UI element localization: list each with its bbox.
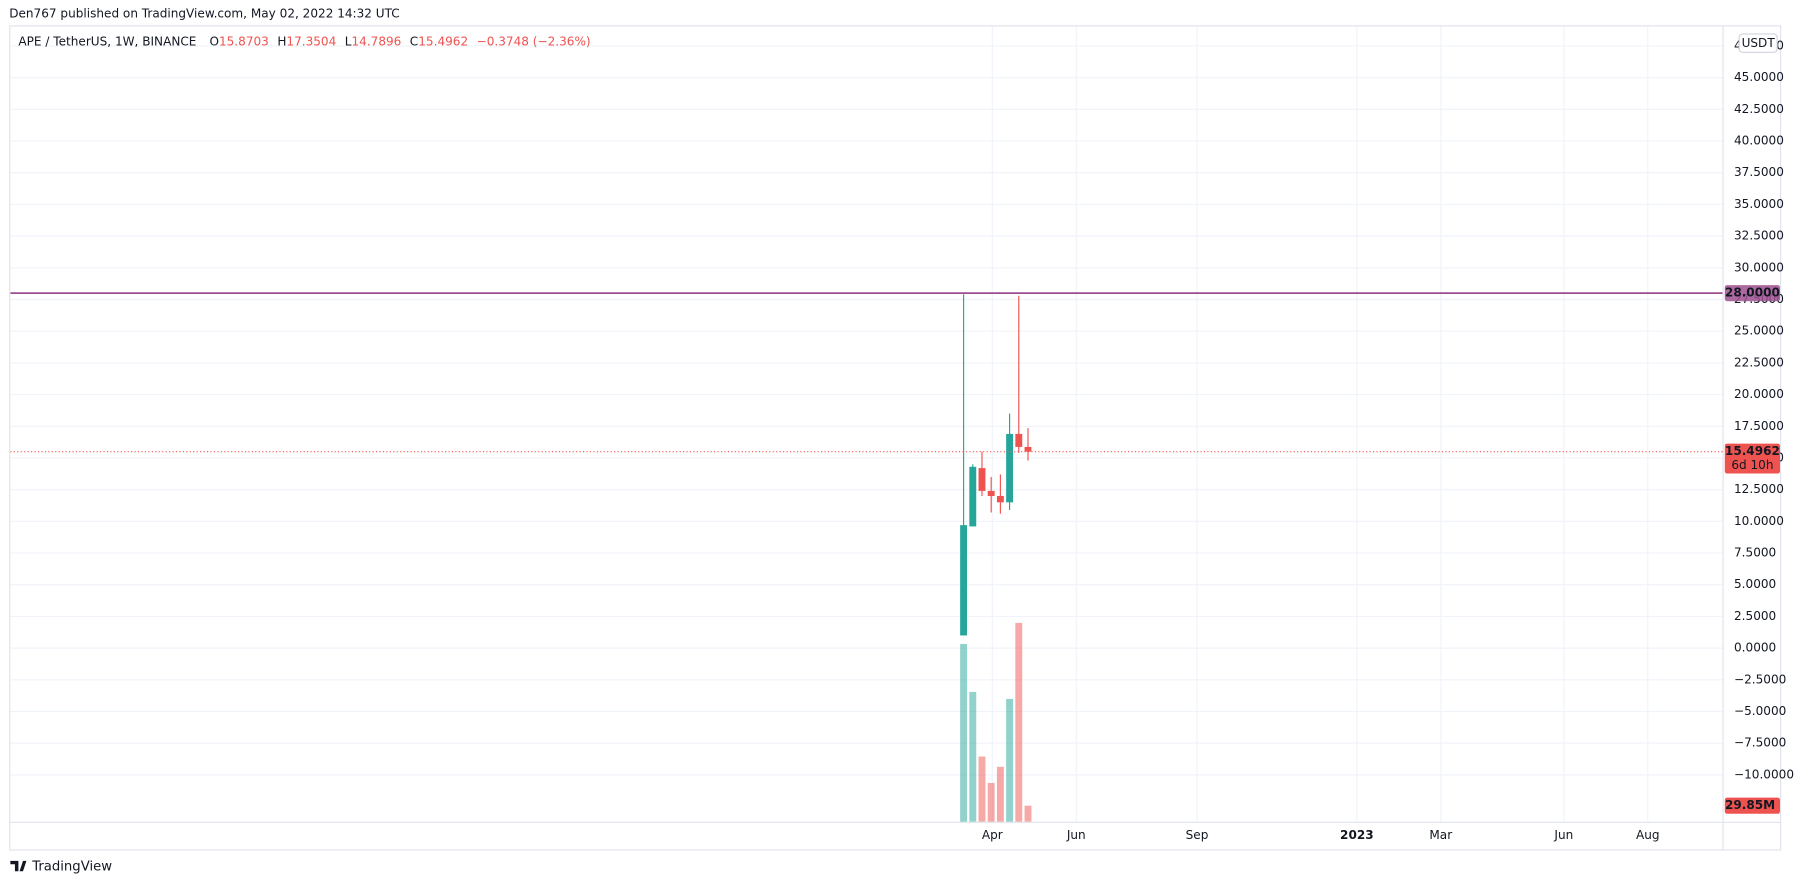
currency-label[interactable]: USDT [1742, 36, 1776, 50]
y-tick-label: 35.0000 [1734, 197, 1784, 211]
x-tick-label: Sep [1186, 828, 1209, 842]
legend-key: C [410, 34, 418, 48]
candle-body [987, 490, 995, 496]
y-tick-label: 32.5000 [1734, 229, 1784, 243]
candle-body [996, 495, 1004, 503]
candle-body [969, 466, 977, 527]
candle-body [1006, 433, 1014, 503]
x-tick-label: Mar [1429, 828, 1452, 842]
level-tag [1724, 285, 1781, 302]
legend-open: 15.8703 [219, 34, 269, 48]
legend-change: −0.3748 (−2.36%) [477, 34, 591, 48]
legend-low: 14.7896 [351, 34, 401, 48]
legend-key: L [345, 34, 352, 48]
published-note: Den767 published on TradingView.com, May… [9, 6, 400, 20]
level-tag-label: 28.0000 [1725, 286, 1780, 300]
volume-tag-label: 29.85M [1725, 798, 1775, 812]
y-tick-label: 37.5000 [1734, 165, 1784, 179]
y-tick-label: −7.5000 [1734, 736, 1786, 750]
y-tick-label: 0.0000 [1734, 641, 1776, 655]
y-tick-label: 2.5000 [1734, 609, 1776, 623]
x-tick-label: Jun [1553, 828, 1573, 842]
volume-tag [1724, 797, 1781, 814]
y-tick-label: 5.0000 [1734, 577, 1776, 591]
volume-bar [996, 766, 1004, 822]
y-tick-label: 40.0000 [1734, 134, 1784, 148]
volume-bar [1006, 698, 1014, 822]
volume-bar [978, 756, 986, 822]
y-tick-label: −5.0000 [1734, 704, 1786, 718]
grid [10, 25, 1723, 822]
last-price-tag [1724, 443, 1781, 474]
x-tick-label: Apr [982, 828, 1003, 842]
y-tick-label: 20.0000 [1734, 387, 1784, 401]
legend-close: 15.4962 [418, 34, 468, 48]
volume-bar [969, 691, 977, 822]
frame [9, 25, 1782, 851]
candle-body [960, 525, 968, 636]
symbol: APE / TetherUS, 1W, BINANCE [18, 34, 196, 48]
volume-bar [1015, 622, 1023, 822]
legend: APE / TetherUS, 1W, BINANCE O15.8703 H17… [18, 34, 590, 48]
legend-key: H [277, 34, 286, 48]
y-tick-label: −2.5000 [1734, 672, 1786, 686]
legend-high: 17.3504 [286, 34, 336, 48]
x-tick-label: Jun [1066, 828, 1086, 842]
y-tick-label: 25.0000 [1734, 324, 1784, 338]
x-tick-label: Aug [1636, 828, 1660, 842]
y-tick-label: 17.5000 [1734, 419, 1784, 433]
volume-bar [1024, 805, 1032, 822]
y-tick-label: 7.5000 [1734, 546, 1776, 560]
x-tick-label: 2023 [1340, 828, 1374, 842]
footer-brand: TradingView [31, 860, 112, 875]
y-tick-label: 45.0000 [1734, 70, 1784, 84]
volume-bar [987, 782, 995, 822]
y-tick-label: 30.0000 [1734, 260, 1784, 274]
last-price-label: 15.4962 [1725, 444, 1780, 458]
candle-body [1024, 446, 1032, 452]
plot [10, 292, 1723, 822]
candle-body [978, 468, 986, 491]
y-tick-label: 42.5000 [1734, 102, 1784, 116]
currency-button[interactable] [1738, 33, 1778, 53]
volume-bar [960, 643, 968, 822]
legend-key: O [209, 34, 219, 48]
candle-body [1015, 433, 1023, 447]
y-tick-label: 22.5000 [1734, 355, 1784, 369]
y-tick-label: 12.5000 [1734, 482, 1784, 496]
y-tick-label: 10.0000 [1734, 514, 1784, 528]
countdown-label: 6d 10h [1731, 458, 1773, 472]
y-tick-label: −10.0000 [1734, 767, 1794, 781]
